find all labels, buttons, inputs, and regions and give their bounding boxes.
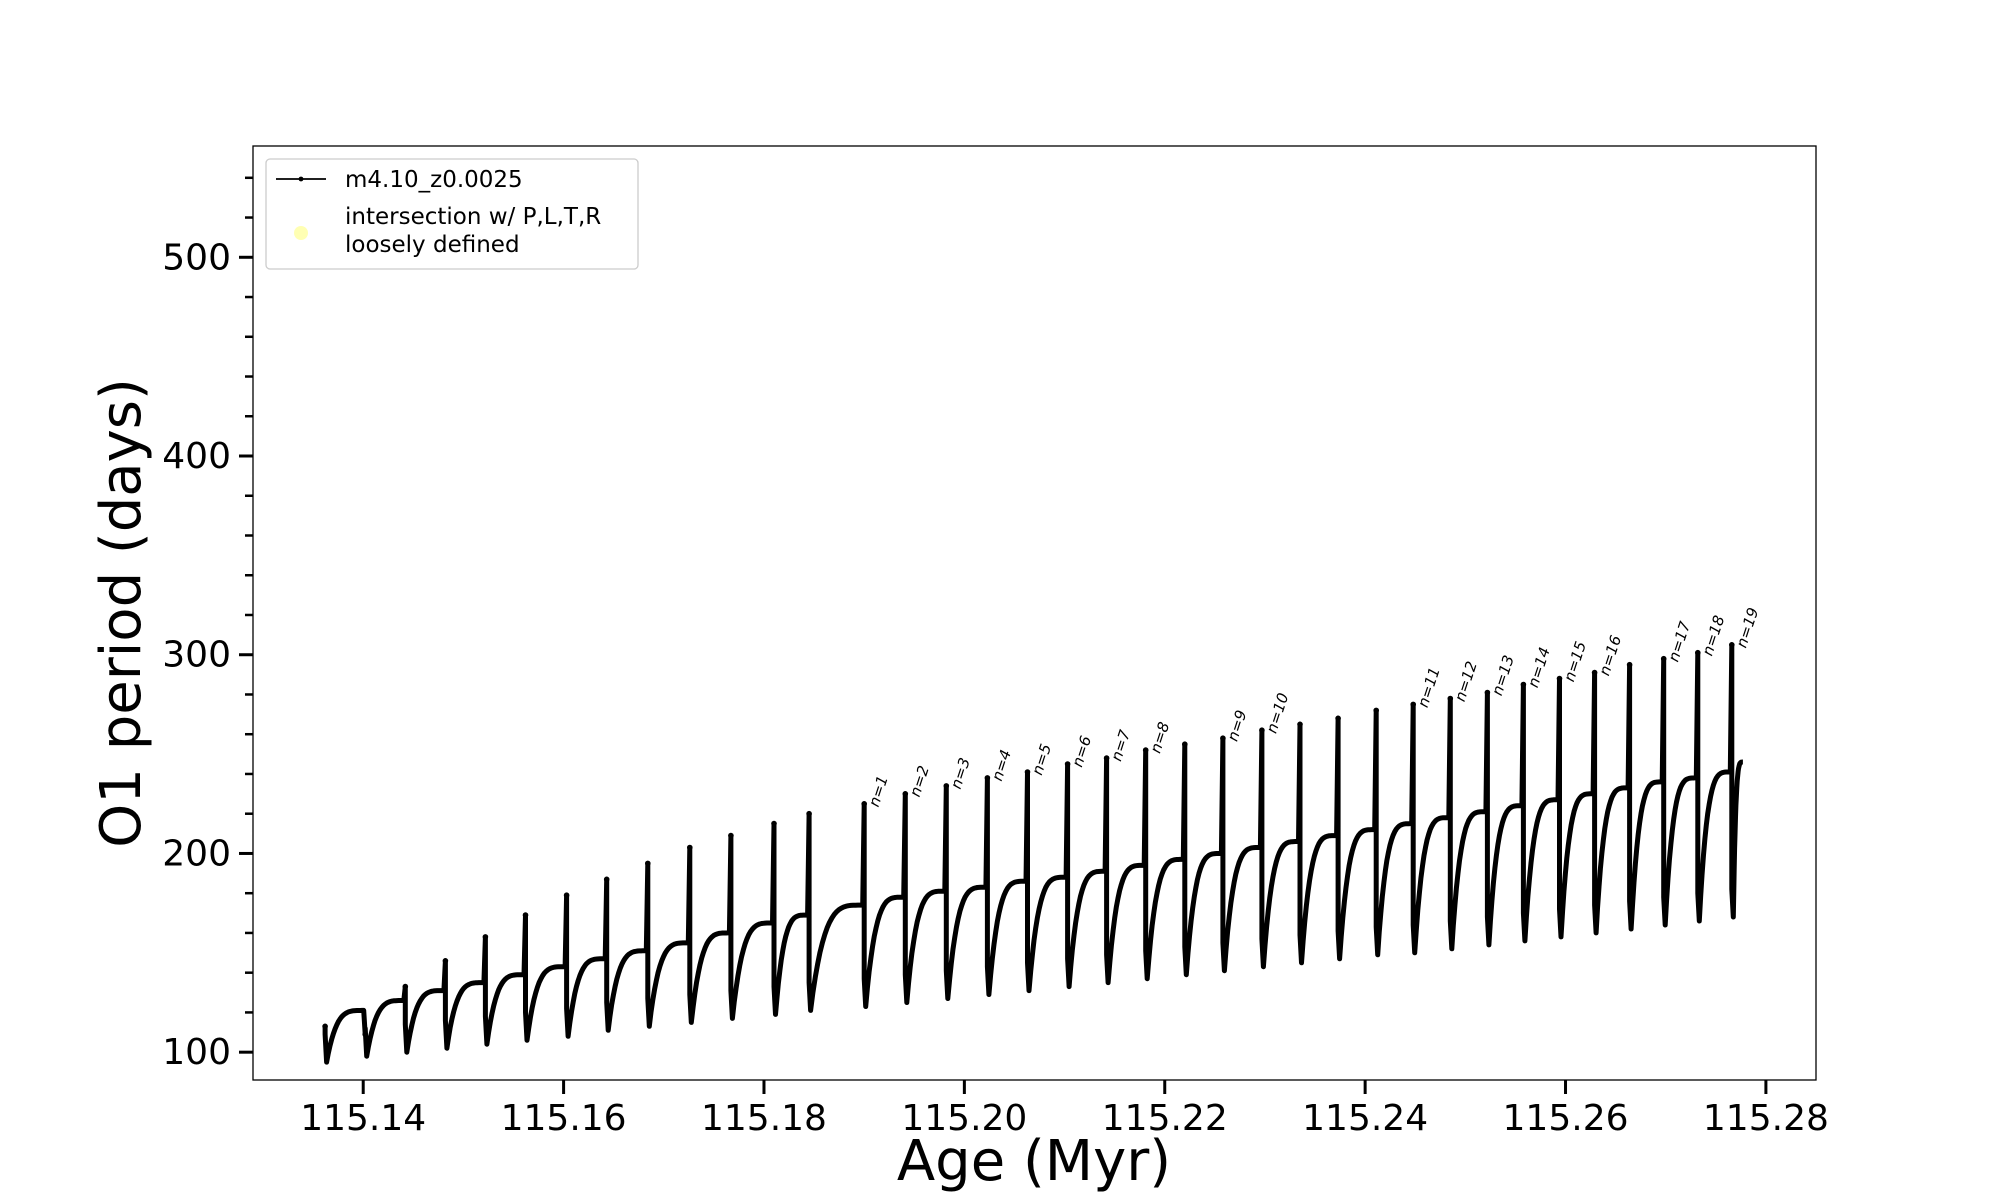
legend-label-series: m4.10_z0.0025 <box>345 167 523 193</box>
legend-marker-intersection <box>294 226 308 240</box>
y-tick-label: 100 <box>162 1032 231 1073</box>
series-point <box>1142 747 1149 753</box>
series-point <box>1520 681 1527 688</box>
series-point <box>1556 675 1563 682</box>
series-point <box>1103 755 1110 761</box>
cycle-annotation: n=16 <box>1595 633 1625 678</box>
cycle-annotation: n=12 <box>1451 659 1481 704</box>
series-point <box>984 775 991 781</box>
series-point <box>1591 669 1598 676</box>
cycle-annotation: n=4 <box>988 747 1015 783</box>
x-axis-label: Age (Myr) <box>897 1129 1171 1194</box>
series-point <box>563 892 570 898</box>
x-tick-label: 115.28 <box>1703 1098 1829 1139</box>
series-point <box>645 860 651 867</box>
y-axis-label: O1 period (days) <box>89 378 154 848</box>
series-point <box>402 983 409 990</box>
series-point <box>943 783 950 789</box>
series-point <box>1297 721 1303 728</box>
legend-dot-swatch <box>298 176 304 182</box>
series-point <box>1220 735 1226 741</box>
cycle-annotation: n=13 <box>1488 653 1518 698</box>
series-point <box>1410 701 1416 708</box>
cycle-annotation: n=10 <box>1263 691 1293 736</box>
legend-label-intersection-line2: loosely defined <box>345 232 520 258</box>
series-point <box>861 801 867 807</box>
series-point <box>1695 649 1701 656</box>
x-axis: 115.14 115.16 115.18 115.20 115.22 115.24 115.… <box>300 1080 1829 1139</box>
cycle-annotation: n=1 <box>865 773 892 809</box>
series-point <box>1626 661 1633 668</box>
y-tick-label: 300 <box>162 635 231 676</box>
x-tick-label: 115.22 <box>1102 1098 1228 1139</box>
x-tick-label: 115.24 <box>1302 1098 1428 1139</box>
series-point <box>522 912 529 918</box>
legend: m4.10_z0.0025 intersection w/ P,L,T,R lo… <box>265 158 639 270</box>
series-point <box>482 934 489 940</box>
series-point <box>1259 727 1265 733</box>
series-point <box>322 1023 328 1030</box>
cycle-annotation: n=2 <box>906 763 933 799</box>
cycle-annotation: n=9 <box>1224 708 1251 744</box>
cycle-annotation: n=19 <box>1732 605 1762 650</box>
series-point <box>687 844 693 851</box>
cycle-annotation: n=14 <box>1524 645 1554 690</box>
series-point <box>1024 769 1031 775</box>
series-point <box>1729 642 1735 648</box>
series-point <box>1373 707 1379 714</box>
series-point <box>1660 655 1667 662</box>
series-line <box>322 642 1745 1065</box>
cycle-annotation: n=8 <box>1146 720 1173 756</box>
y-tick-label: 400 <box>162 436 231 477</box>
series-point <box>603 876 610 883</box>
series-point <box>771 820 777 827</box>
x-tick-label: 115.20 <box>901 1098 1027 1139</box>
series-point <box>806 810 812 817</box>
y-tick-label: 200 <box>162 833 231 874</box>
series-point <box>1064 761 1071 767</box>
legend-label-intersection: intersection w/ P,L,T,R loosely defined <box>345 204 609 258</box>
legend-label-intersection-line1: intersection w/ P,L,T,R <box>345 204 601 230</box>
series-point <box>1335 715 1341 722</box>
cycle-annotation: n=15 <box>1560 639 1590 684</box>
series-point <box>1484 689 1491 696</box>
y-tick-label: 500 <box>162 237 231 278</box>
plot-series-layer <box>322 642 1745 1065</box>
x-tick-label: 115.16 <box>501 1098 627 1139</box>
x-tick-label: 115.18 <box>701 1098 827 1139</box>
cycle-annotation: n=3 <box>947 755 974 791</box>
series-point <box>902 791 909 797</box>
plot-frame <box>252 145 1817 1081</box>
cycle-annotation: n=6 <box>1068 734 1095 770</box>
series-point <box>1447 695 1454 702</box>
y-axis: 100 200 300 400 500 <box>162 176 253 1073</box>
cycle-annotation: n=17 <box>1664 619 1694 664</box>
x-tick-label: 115.26 <box>1503 1098 1629 1139</box>
x-tick-label: 115.14 <box>300 1098 426 1139</box>
cycle-annotation: n=18 <box>1698 613 1728 658</box>
legend-box <box>265 158 639 270</box>
cycle-annotation: n=5 <box>1028 742 1055 778</box>
cycle-annotation: n=7 <box>1107 727 1134 763</box>
cycle-annotation: n=11 <box>1414 665 1444 710</box>
series-point <box>442 958 449 964</box>
series-point <box>362 1031 369 1038</box>
series-point <box>728 832 734 839</box>
series-point <box>1182 741 1188 747</box>
